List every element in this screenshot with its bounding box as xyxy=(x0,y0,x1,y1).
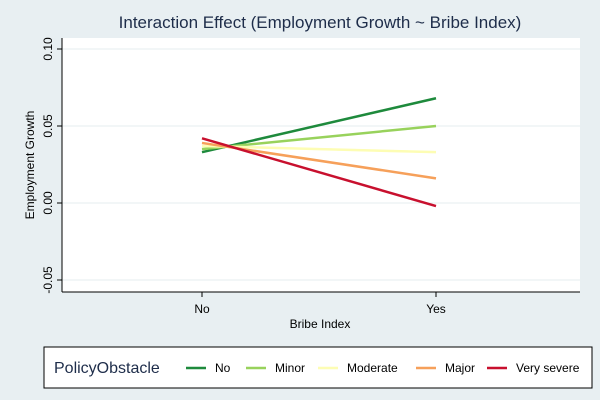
chart-title: Interaction Effect (Employment Growth ~ … xyxy=(119,13,522,32)
legend-label-minor: Minor xyxy=(275,361,305,375)
legend: PolicyObstacle No Minor Moderate Major Very … xyxy=(43,346,593,389)
legend-label-very-severe: Very severe xyxy=(516,361,580,375)
series-line-very-severe xyxy=(201,137,437,208)
legend-label-moderate: Moderate xyxy=(347,361,398,375)
plot-area xyxy=(62,38,580,292)
series-line-moderate xyxy=(201,144,437,154)
x-axis-label: Bribe Index xyxy=(290,317,351,331)
legend-items: No Minor Moderate Major Very severe xyxy=(186,361,580,375)
y-tick-label: 0.10 xyxy=(41,37,55,61)
y-tick-label: 0.00 xyxy=(41,191,55,215)
x-ticks: No Yes xyxy=(194,292,446,316)
legend-label-major: Major xyxy=(445,361,475,375)
legend-title: PolicyObstacle xyxy=(54,360,160,377)
y-axis-label: Employment Growth xyxy=(23,111,37,220)
y-tick-label: 0.05 xyxy=(41,114,55,138)
y-ticks: -0.05 0.00 0.05 0.10 xyxy=(41,37,62,294)
series-line-minor xyxy=(201,124,437,151)
series-lines xyxy=(201,97,437,208)
x-tick-label: Yes xyxy=(426,302,446,316)
series-line-no xyxy=(201,97,437,154)
legend-label-no: No xyxy=(215,361,231,375)
y-tick-label: -0.05 xyxy=(41,266,55,294)
x-tick-label: No xyxy=(194,302,210,316)
